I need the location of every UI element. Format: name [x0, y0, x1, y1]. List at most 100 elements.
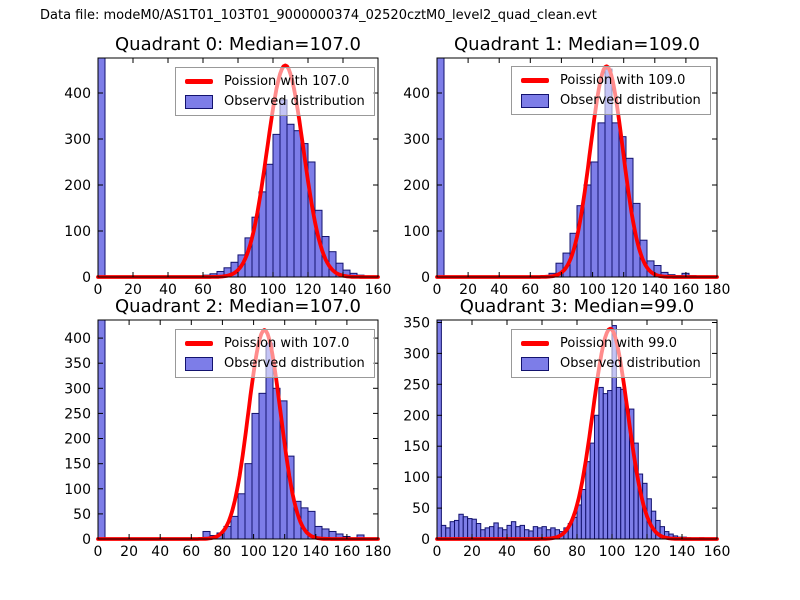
histogram-bar [436, 57, 445, 278]
x-tick-label: 160 [365, 282, 392, 298]
x-tick-label: 20 [124, 282, 142, 298]
legend-row-curve: Poission with 99.0 [521, 335, 701, 352]
poisson-line-swatch-icon [185, 341, 213, 346]
x-tick-label: 40 [159, 282, 177, 298]
y-tick-label: 300 [64, 381, 91, 397]
legend-row-hist: Observed distribution [521, 92, 701, 109]
histogram-bar [258, 392, 267, 540]
histogram-bar [230, 515, 239, 540]
legend-row-hist: Observed distribution [185, 355, 365, 372]
subplot-1-title: Quadrant 1: Median=109.0 [454, 34, 700, 55]
x-tick-label: 100 [599, 544, 626, 560]
histogram-bar [598, 386, 604, 540]
legend-label-hist: Observed distribution [224, 356, 365, 371]
x-tick-label: 100 [260, 282, 287, 298]
histogram-bar [602, 393, 609, 540]
histogram-bar [436, 319, 442, 540]
y-tick-label: 200 [403, 408, 430, 424]
histogram-bar [471, 518, 477, 540]
subplot-0-legend: Poission with 107.0 Observed distributio… [175, 67, 375, 116]
y-tick-label: 0 [421, 270, 430, 286]
subplot-1-legend: Poission with 109.0 Observed distributio… [511, 66, 711, 115]
x-tick-label: 60 [194, 282, 212, 298]
y-tick-label: 300 [64, 132, 91, 148]
histogram-bar [620, 388, 626, 540]
histogram-bar [265, 163, 274, 278]
histogram-bar [493, 522, 499, 540]
histogram-patch-swatch-icon [521, 93, 549, 108]
y-tick-label: 300 [403, 132, 430, 148]
y-tick-label: 0 [82, 270, 91, 286]
legend-row-hist: Observed distribution [185, 93, 365, 110]
legend-row-hist: Observed distribution [521, 355, 701, 372]
x-tick-label: 80 [568, 544, 586, 560]
x-tick-label: 100 [240, 544, 267, 560]
x-tick-label: 160 [334, 544, 361, 560]
histogram-bar [251, 412, 260, 540]
y-tick-label: 350 [403, 316, 430, 332]
legend-label-curve: Poission with 109.0 [560, 73, 686, 88]
subplot-3-title: Quadrant 3: Median=99.0 [459, 296, 695, 317]
histogram-bar [449, 521, 456, 540]
histogram-bar [293, 130, 302, 278]
x-tick-label: 140 [302, 544, 329, 560]
y-tick-label: 0 [421, 532, 430, 548]
legend-label-hist: Observed distribution [224, 94, 365, 109]
x-tick-label: 160 [673, 282, 700, 298]
x-tick-label: 140 [669, 544, 696, 560]
x-tick-label: 180 [704, 282, 731, 298]
x-tick-label: 120 [295, 282, 322, 298]
x-tick-label: 80 [213, 544, 231, 560]
y-tick-label: 150 [403, 439, 430, 455]
subplot-0-plot: 0 20 40 60 80 100 120 140 160 0 100 200 300 400 [64, 57, 392, 298]
histogram-bar [615, 386, 622, 540]
x-tick-label: 20 [463, 544, 481, 560]
poisson-line-swatch-icon [521, 341, 549, 346]
x-tick-label: 160 [704, 544, 731, 560]
x-tick-label: 100 [579, 282, 606, 298]
histogram-bar [597, 122, 606, 278]
histogram-bar [467, 518, 473, 540]
histogram-bar [580, 489, 587, 540]
y-tick-label: 100 [403, 224, 430, 240]
y-tick-label: 200 [64, 432, 91, 448]
x-tick-label: 0 [94, 544, 103, 560]
axes-frame [436, 57, 718, 278]
x-tick-label: 0 [94, 282, 103, 298]
histogram-bar [286, 123, 295, 278]
legend-label-curve: Poission with 107.0 [224, 74, 350, 89]
y-tick-label: 400 [64, 86, 91, 102]
subplot-2-plot: 0 20 40 60 80 100 120 140 160 1800501001502002503… [64, 319, 392, 560]
histogram-patch-swatch-icon [185, 94, 213, 109]
histogram-bar [440, 524, 447, 540]
y-tick-label: 300 [403, 346, 430, 362]
x-tick-label: 40 [498, 544, 516, 560]
y-tick-label: 400 [64, 331, 91, 347]
histogram-bar [589, 442, 596, 540]
histogram-bar [506, 524, 512, 540]
histogram-bar [97, 319, 106, 540]
axes-frame [97, 319, 379, 540]
histogram-bar [244, 463, 253, 540]
y-tick-label: 100 [64, 224, 91, 240]
x-tick-label: 60 [533, 544, 551, 560]
x-tick-label: 80 [552, 282, 570, 298]
x-tick-label: 180 [365, 544, 392, 560]
legend-row-curve: Poission with 107.0 [185, 335, 365, 352]
x-tick-label: 60 [182, 544, 200, 560]
histogram-bar [458, 513, 464, 540]
x-tick-label: 60 [521, 282, 539, 298]
subplot-2-title: Quadrant 2: Median=107.0 [115, 296, 361, 317]
legend-label-hist: Observed distribution [560, 356, 701, 371]
y-tick-label: 250 [403, 377, 430, 393]
histogram-bar [454, 519, 460, 540]
subplot-0-title: Quadrant 0: Median=107.0 [115, 34, 361, 55]
histogram-bar [519, 524, 526, 540]
y-tick-label: 200 [403, 178, 430, 194]
histogram-patch-swatch-icon [185, 356, 213, 371]
y-tick-label: 100 [64, 482, 91, 498]
histogram-bar [590, 161, 599, 278]
